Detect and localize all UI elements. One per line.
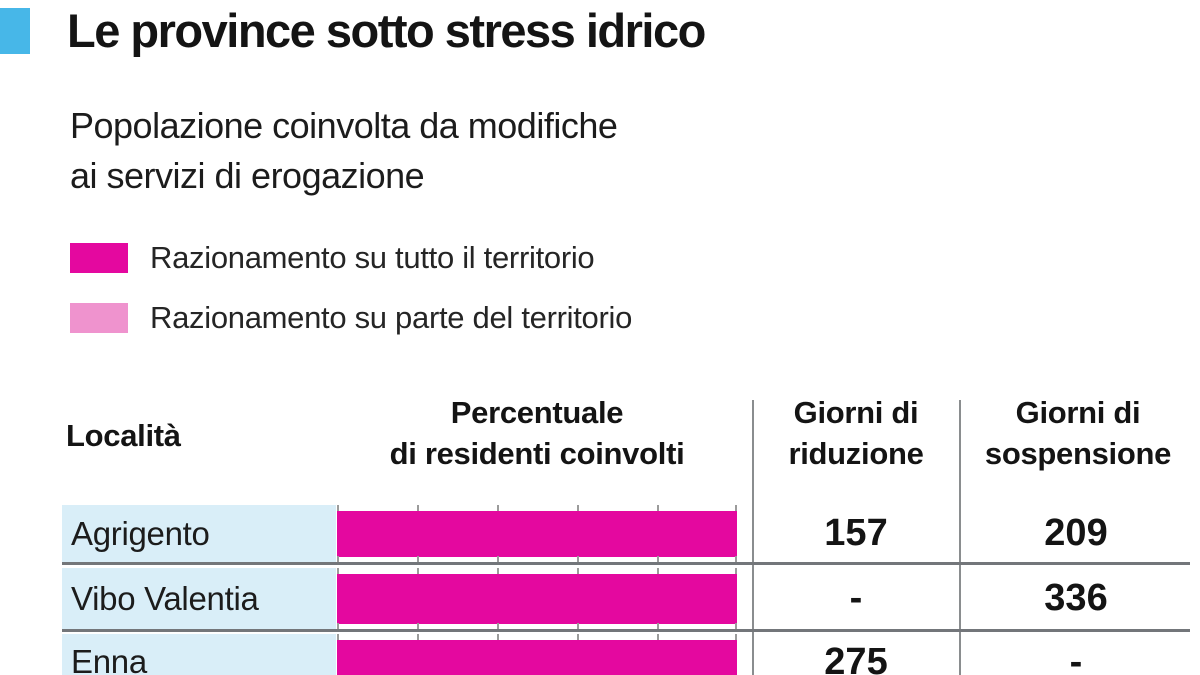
- column-header-suspension-days: Giorni di sospensione: [962, 392, 1194, 474]
- axis-tick: [657, 568, 659, 574]
- legend-swatch-full-territory-icon: [70, 243, 128, 273]
- suspension-days-value: -: [1069, 640, 1083, 675]
- axis-tick: [657, 556, 659, 562]
- axis-tick: [337, 556, 339, 562]
- table-row: Agrigento 157 209: [0, 505, 1200, 562]
- location-name: Agrigento: [71, 514, 210, 552]
- axis-tick: [417, 634, 419, 640]
- column-divider-2: [959, 400, 961, 675]
- axis-tick: [497, 634, 499, 640]
- bar-cell: [337, 634, 737, 675]
- page-title: Le province sotto stress idrico: [67, 4, 706, 57]
- axis-tick: [735, 505, 737, 511]
- suspension-days-value: 336: [1044, 577, 1108, 619]
- legend-item-full-territory: Razionamento su tutto il territorio: [70, 240, 632, 275]
- axis-tick: [577, 556, 579, 562]
- subtitle-line-2: ai servizi di erogazione: [70, 155, 425, 196]
- axis-tick: [577, 623, 579, 629]
- bar-cell: [337, 505, 737, 562]
- axis-tick: [337, 634, 339, 640]
- axis-tick: [417, 623, 419, 629]
- column-header-suspension-line2: sospensione: [984, 436, 1172, 471]
- table-row: Vibo Valentia - 336: [0, 568, 1200, 629]
- subtitle-line-1: Popolazione coinvolta da modifiche: [70, 105, 618, 146]
- axis-tick: [577, 634, 579, 640]
- reduction-days-value: -: [849, 577, 863, 619]
- legend-item-part-territory: Razionamento su parte del territorio: [70, 300, 633, 335]
- row-separator-2: [62, 629, 1190, 632]
- chart-subtitle: Popolazione coinvolta da modifiche ai se…: [70, 101, 618, 201]
- axis-tick: [735, 634, 737, 640]
- axis-tick: [337, 623, 339, 629]
- axis-tick: [657, 505, 659, 511]
- reduction-days-value: 275: [824, 640, 888, 675]
- row-label: Enna: [62, 634, 336, 675]
- axis-tick: [657, 634, 659, 640]
- location-name: Enna: [71, 643, 147, 675]
- axis-tick: [417, 568, 419, 574]
- row-label: Vibo Valentia: [62, 568, 336, 629]
- legend-label-full-territory: Razionamento su tutto il territorio: [150, 240, 595, 275]
- axis-tick: [417, 556, 419, 562]
- axis-tick: [417, 505, 419, 511]
- percent-involved-bar: [337, 511, 737, 557]
- legend: Razionamento su tutto il territorio Razi…: [70, 240, 633, 363]
- table-row: Enna 275 -: [0, 634, 1200, 675]
- axis-tick: [735, 568, 737, 574]
- column-header-location: Località: [66, 418, 181, 453]
- column-divider-1: [752, 400, 754, 675]
- axis-tick: [735, 623, 737, 629]
- column-header-reduction-days: Giorni di riduzione: [755, 392, 957, 474]
- percent-involved-bar: [337, 640, 737, 675]
- axis-tick: [577, 505, 579, 511]
- axis-tick: [735, 556, 737, 562]
- column-header-percent: Percentuale di residenti coinvolti: [337, 392, 737, 474]
- column-header-percent-line1: Percentuale: [450, 395, 624, 430]
- column-header-percent-line2: di residenti coinvolti: [389, 436, 685, 471]
- axis-tick: [497, 556, 499, 562]
- location-name: Vibo Valentia: [71, 579, 259, 617]
- axis-tick: [497, 623, 499, 629]
- suspension-days-value: 209: [1044, 512, 1108, 554]
- legend-swatch-part-territory-icon: [70, 303, 128, 333]
- axis-tick: [657, 623, 659, 629]
- row-label: Agrigento: [62, 505, 336, 562]
- axis-tick: [337, 505, 339, 511]
- accent-square-icon: [0, 8, 30, 54]
- axis-tick: [497, 568, 499, 574]
- percent-involved-bar: [337, 574, 737, 624]
- column-header-reduction-line2: riduzione: [788, 436, 924, 471]
- row-separator-1: [62, 562, 1190, 565]
- column-header-reduction-line1: Giorni di: [793, 395, 919, 430]
- axis-tick: [577, 568, 579, 574]
- axis-tick: [337, 568, 339, 574]
- axis-tick: [497, 505, 499, 511]
- reduction-days-value: 157: [824, 512, 888, 554]
- legend-label-part-territory: Razionamento su parte del territorio: [150, 300, 633, 335]
- bar-cell: [337, 568, 737, 629]
- column-header-suspension-line1: Giorni di: [1015, 395, 1141, 430]
